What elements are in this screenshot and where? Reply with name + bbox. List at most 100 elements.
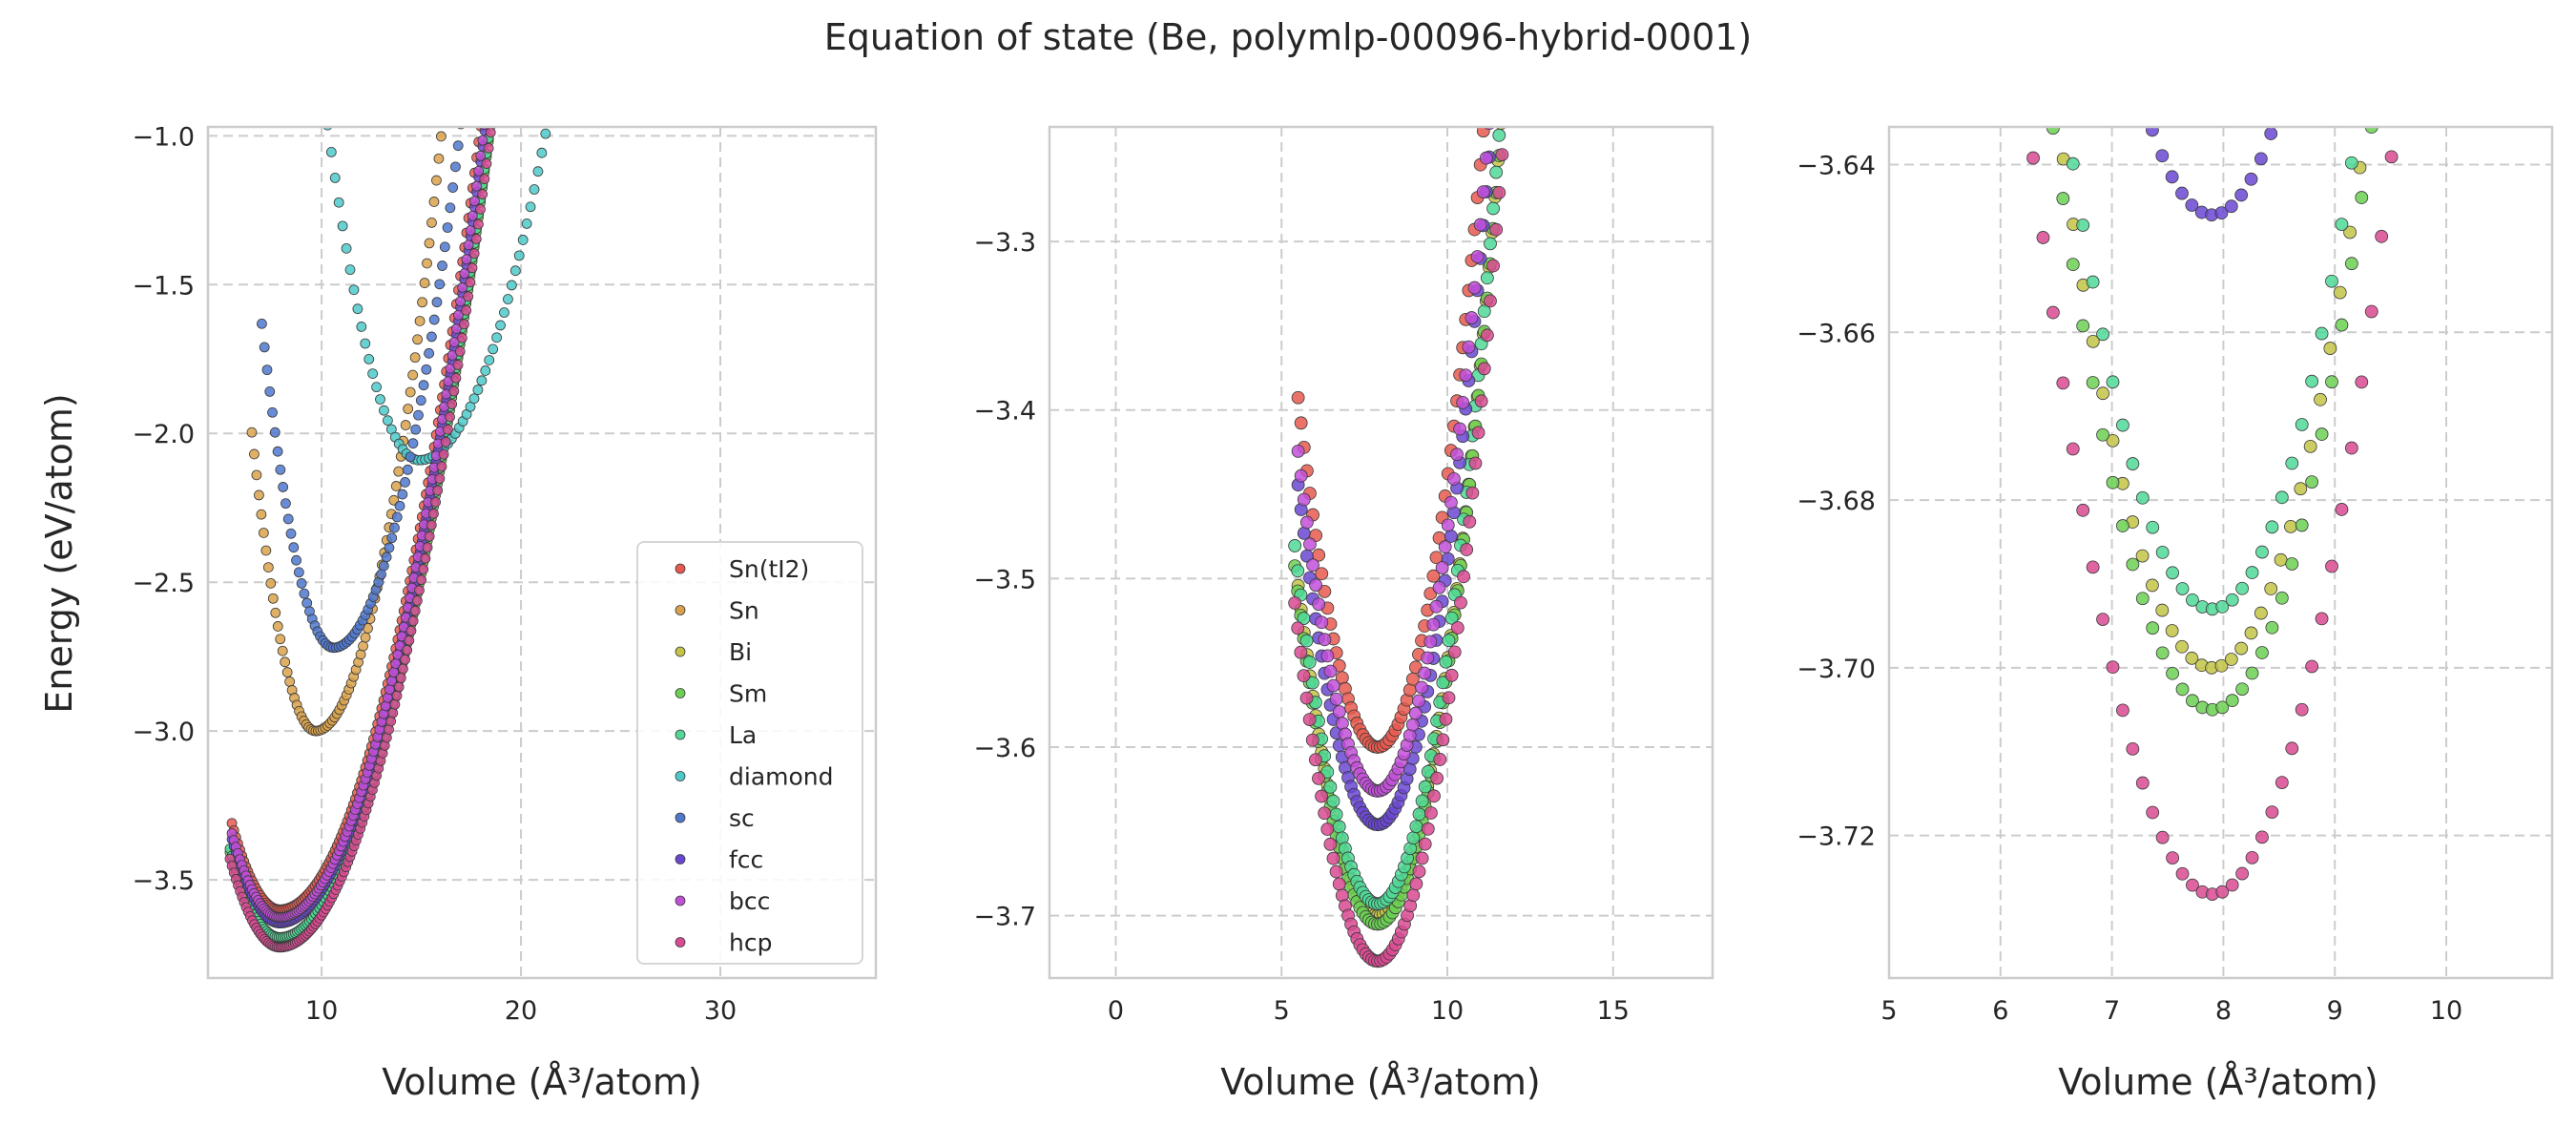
- data-point: [2037, 9, 2049, 21]
- panel2-xlabel: Volume (Å³/atom): [1220, 1061, 1541, 1103]
- data-point: [1303, 537, 1317, 552]
- data-point: [1474, 394, 1488, 408]
- data-point: [409, 605, 421, 616]
- data-point: [1444, 668, 1459, 682]
- data-point: [2046, 305, 2060, 320]
- data-point: [1412, 694, 1425, 708]
- data-point: [2214, 658, 2229, 673]
- data-point: [356, 322, 367, 332]
- data-point: [532, 166, 544, 177]
- data-point: [2076, 219, 2090, 232]
- data-point: [393, 681, 405, 693]
- data-point: [513, 250, 525, 261]
- data-point: [2275, 97, 2287, 110]
- data-point: [414, 316, 426, 326]
- data-point: [284, 677, 296, 687]
- data-point: [322, 127, 333, 131]
- data-point: [2215, 600, 2230, 614]
- data-point: [502, 0, 511, 7]
- data-point: [2036, 231, 2050, 244]
- data-point: [2096, 427, 2109, 442]
- data-point: [412, 334, 423, 345]
- data-point: [2225, 593, 2239, 607]
- data-point: [492, 71, 502, 80]
- data-point: [2215, 39, 2228, 52]
- data-point: [387, 707, 399, 718]
- y-tick-label: −3.3: [973, 228, 1036, 258]
- panel3-xlabel: Volume (Å³/atom): [2058, 1061, 2379, 1103]
- data-point: [1454, 595, 1467, 610]
- series-sc: [257, 127, 466, 654]
- series-hcp: [1288, 148, 1509, 968]
- data-point: [432, 485, 444, 496]
- data-point: [456, 332, 467, 344]
- y-tick-label: −1.0: [132, 122, 195, 152]
- data-point: [563, 2, 572, 11]
- data-point: [2017, 68, 2029, 80]
- data-point: [2315, 427, 2329, 441]
- data-point: [1486, 201, 1500, 216]
- data-point: [389, 698, 401, 710]
- data-point: [2255, 545, 2269, 559]
- data-point: [402, 644, 413, 656]
- data-point: [2185, 651, 2199, 665]
- data-point: [256, 509, 267, 520]
- data-point: [393, 466, 405, 477]
- data-point: [400, 420, 411, 430]
- legend-marker: [675, 937, 686, 947]
- data-point: [2305, 374, 2319, 388]
- data-point: [444, 62, 453, 72]
- data-point: [428, 197, 440, 207]
- data-point: [430, 496, 441, 508]
- data-point: [278, 482, 289, 492]
- data-point: [405, 451, 416, 463]
- data-point: [482, 104, 491, 114]
- data-point: [452, 140, 464, 152]
- legend-marker: [675, 646, 686, 657]
- data-point: [445, 411, 455, 423]
- x-tick-label: 0: [1108, 996, 1124, 1026]
- data-point: [2076, 319, 2090, 333]
- panel1-ylabel: Energy (eV/atom): [38, 393, 80, 713]
- data-point: [492, 73, 502, 83]
- data-point: [1477, 362, 1491, 376]
- data-point: [1323, 780, 1338, 794]
- data-point: [2335, 318, 2349, 332]
- data-point: [249, 448, 260, 460]
- data-point: [2355, 375, 2369, 389]
- data-point: [301, 597, 313, 609]
- legend-marker: [675, 605, 686, 615]
- data-point: [468, 248, 480, 260]
- data-point: [1291, 621, 1305, 635]
- data-point: [367, 368, 379, 380]
- x-tick-label: 30: [704, 996, 737, 1026]
- data-point: [428, 508, 439, 519]
- data-point: [450, 372, 462, 384]
- data-point: [1291, 444, 1305, 458]
- data-point: [484, 94, 493, 104]
- data-point: [1496, 92, 1508, 104]
- data-point: [341, 242, 352, 254]
- data-point: [1462, 340, 1476, 354]
- data-point: [552, 68, 562, 77]
- data-point: [2086, 334, 2100, 348]
- data-point: [536, 147, 548, 158]
- data-point: [506, 280, 517, 291]
- data-point: [2037, 47, 2049, 59]
- data-point: [1415, 851, 1429, 865]
- data-point: [476, 375, 488, 386]
- data-point: [2136, 94, 2149, 106]
- data-point: [2155, 546, 2170, 559]
- points: [2017, 9, 2399, 902]
- data-point: [477, 189, 488, 199]
- data-point: [364, 353, 375, 364]
- data-point: [2086, 275, 2100, 289]
- data-point: [2175, 639, 2189, 654]
- data-point: [2234, 641, 2249, 656]
- data-point: [2056, 376, 2070, 390]
- data-point: [1429, 599, 1444, 614]
- data-point: [409, 352, 421, 364]
- data-point: [1406, 831, 1421, 845]
- data-point: [1406, 888, 1421, 903]
- data-point: [2175, 582, 2190, 595]
